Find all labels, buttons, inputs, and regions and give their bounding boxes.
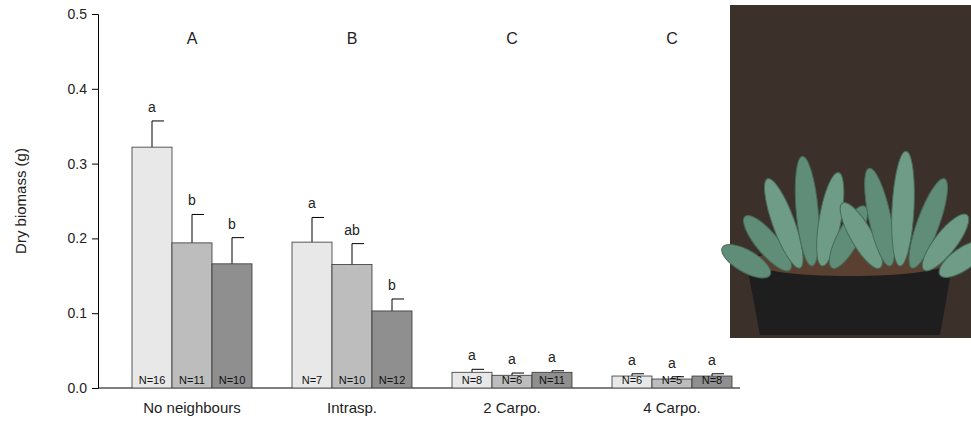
y-tick-mark — [92, 238, 98, 239]
x-tick: No neighbours — [143, 388, 241, 416]
bar — [372, 311, 412, 388]
significance-letter: b — [388, 277, 396, 293]
y-tick-mark — [92, 313, 98, 314]
y-axis: 0.0 0.1 0.2 0.3 0.4 0.5 — [68, 6, 99, 396]
photo — [717, 5, 971, 338]
x-tick: 4 Carpo. — [643, 388, 701, 416]
y-axis-line — [92, 15, 99, 389]
y-tick-mark — [92, 164, 98, 165]
significance-letter: ab — [344, 222, 360, 238]
y-tick-label: 0.0 — [68, 380, 88, 396]
photo-background — [730, 5, 971, 338]
n-label: N=11 — [179, 374, 205, 386]
x-axis: No neighbours Intrasp. 2 Carpo. 4 Carpo. — [143, 388, 701, 416]
y-axis-title: Dry biomass (g) — [12, 148, 29, 254]
significance-letter: a — [508, 351, 516, 367]
significance-letter: a — [628, 352, 636, 368]
x-tick: Intrasp. — [327, 388, 377, 416]
group-letter: B — [347, 30, 358, 47]
error-cap — [472, 369, 484, 370]
group-letter: A — [187, 30, 198, 47]
error-bar — [352, 244, 353, 265]
error-cap — [232, 237, 244, 238]
y-tick-mark — [92, 388, 98, 389]
y-tick: 0.1 — [68, 305, 98, 321]
y-tick-label: 0.3 — [68, 156, 88, 172]
photo-leaf — [934, 234, 971, 284]
error-cap — [392, 298, 404, 299]
n-label: N=10 — [339, 374, 366, 386]
x-tick: 2 Carpo. — [483, 388, 541, 416]
y-tick: 0.0 — [68, 380, 98, 396]
x-tick-label: 4 Carpo. — [643, 399, 701, 416]
n-label: N=11 — [539, 374, 565, 386]
chart: 0.0 0.1 0.2 0.3 0.4 0.5 Dry biomass (g) No neig… — [0, 0, 971, 425]
group-letters: ABCC — [187, 30, 678, 47]
photo-leaf — [717, 238, 776, 285]
significance-letter: a — [468, 347, 476, 363]
x-tick-label: 2 Carpo. — [483, 399, 541, 416]
y-tick-label: 0.1 — [68, 305, 88, 321]
plot-area — [132, 121, 732, 388]
y-tick-label: 0.5 — [68, 6, 88, 22]
significance-letter: a — [708, 352, 716, 368]
significance-letter: b — [228, 216, 236, 232]
error-cap — [152, 120, 164, 121]
bar — [292, 242, 332, 388]
n-label: N=8 — [462, 374, 483, 386]
error-bar — [232, 238, 233, 264]
bar-annotations: aN=16aN=7aN=8aN=6bN=11abN=10aN=6aN=5bN=1… — [139, 99, 723, 386]
significance-letter: a — [548, 349, 556, 365]
x-tick-label: Intrasp. — [327, 399, 377, 416]
n-label: N=6 — [502, 374, 523, 386]
bar — [172, 243, 212, 388]
significance-letter: a — [308, 195, 316, 211]
bar — [332, 265, 372, 388]
n-label: N=6 — [622, 374, 643, 386]
y-tick-label: 0.4 — [68, 81, 88, 97]
bar — [132, 147, 172, 388]
error-bar — [392, 299, 393, 311]
group-letter: C — [506, 30, 518, 47]
y-tick-mark — [92, 14, 98, 15]
bar — [212, 264, 252, 388]
y-tick: 0.3 — [68, 156, 98, 172]
error-bar — [192, 214, 193, 242]
error-cap — [352, 243, 364, 244]
bar — [452, 372, 492, 388]
x-tick-label: No neighbours — [143, 399, 241, 416]
error-bar — [312, 217, 313, 242]
significance-letter: a — [668, 355, 676, 371]
bar — [532, 372, 572, 388]
n-label: N=7 — [302, 374, 323, 386]
error-cap — [552, 370, 564, 371]
n-label: N=8 — [702, 374, 723, 386]
y-tick-label: 0.2 — [68, 230, 88, 246]
n-label: N=10 — [219, 374, 246, 386]
significance-letter: b — [188, 192, 196, 208]
y-tick: 0.4 — [68, 81, 98, 97]
y-tick: 0.5 — [68, 6, 98, 22]
y-tick: 0.2 — [68, 230, 98, 246]
group-letter: C — [666, 30, 678, 47]
n-label: N=12 — [379, 374, 406, 386]
significance-letter: a — [148, 99, 156, 115]
error-bar — [152, 121, 153, 147]
y-tick-mark — [92, 89, 98, 90]
error-cap — [312, 217, 324, 218]
n-label: N=5 — [662, 374, 683, 386]
n-label: N=16 — [139, 374, 166, 386]
error-cap — [192, 214, 204, 215]
